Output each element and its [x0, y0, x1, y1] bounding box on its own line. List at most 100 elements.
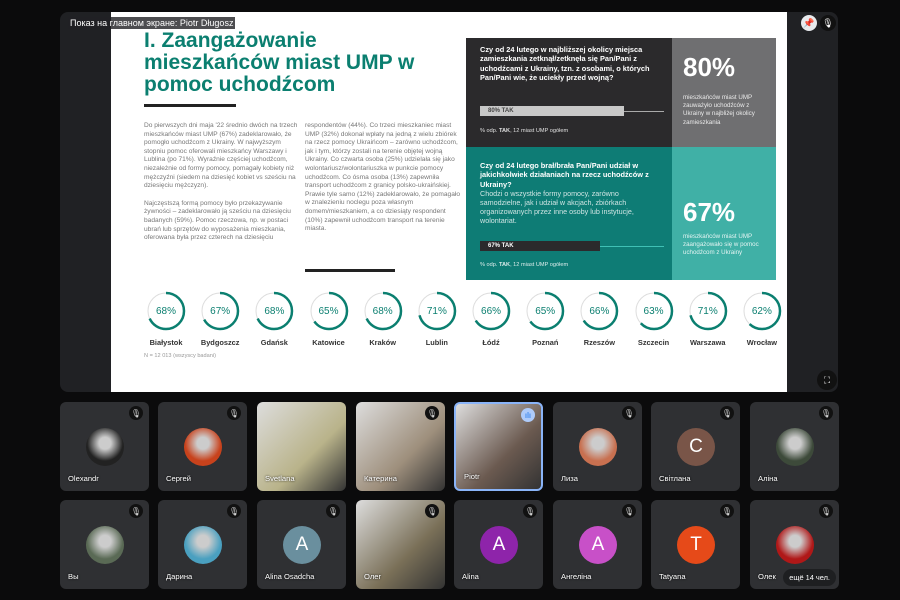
city-percent: 66% [589, 305, 610, 317]
avatar: T [677, 526, 715, 564]
progress-ring: 62% [741, 290, 783, 332]
paragraph: respondentów (44%). Co trzeci mieszkanie… [305, 122, 461, 233]
city-rings: 68% Białystok 67% Bydgoszcz 68% Gdańsk 65% Kato… [144, 290, 784, 347]
participant-name: Аліна [758, 474, 778, 483]
participant-name: Piotr [464, 472, 480, 481]
city-name: Białystok [149, 338, 183, 347]
city-percent: 66% [481, 305, 502, 317]
city-name: Bydgoszcz [200, 338, 240, 347]
mic-off-icon: 🎙 [425, 504, 439, 518]
speaking-icon: ılı [521, 408, 535, 422]
city-item: 68% Kraków [361, 290, 405, 347]
city-name: Wrocław [746, 338, 778, 347]
progress-ring: 66% [470, 290, 512, 332]
city-percent: 68% [155, 305, 176, 317]
participant-tile[interactable]: 🎙 Олег [356, 500, 445, 589]
participant-tile[interactable]: C 🎙 Світлана [651, 402, 740, 491]
progress-ring: 68% [145, 290, 187, 332]
mic-off-icon: 🎙 [227, 406, 241, 420]
participant-name: Olexandr [68, 474, 99, 483]
participant-tile[interactable]: 🎙 Olexandr [60, 402, 149, 491]
participant-tile[interactable]: 🎙 Вы [60, 500, 149, 589]
mic-off-icon: 🎙 [720, 504, 734, 518]
participant-name: Alina Osadcha [265, 572, 315, 581]
mic-off-icon: 🎙 [129, 504, 143, 518]
question-1-text: Czy od 24 lutego w najbliższej okolicy m… [480, 45, 650, 83]
question-2-result: 67% mieszkańców miast UMP zaangażowało s… [672, 147, 776, 280]
participant-tile[interactable]: 🎙 Лиза [553, 402, 642, 491]
participant-tile[interactable]: 🎙 Олек ещё 14 чел. [750, 500, 839, 589]
participant-tile[interactable]: A 🎙 Ангеліна [553, 500, 642, 589]
progress-ring: 66% [578, 290, 620, 332]
avatar: C [677, 428, 715, 466]
question-2-subtext: Chodzi o wszystkie formy pomocy, zarówno… [480, 189, 634, 226]
divider [305, 269, 395, 272]
city-item: 71% Lublin [415, 290, 459, 347]
participant-tile[interactable]: 🎙 Катерина [356, 402, 445, 491]
city-name: Gdańsk [260, 338, 288, 347]
progress-ring: 63% [633, 290, 675, 332]
bar-track [624, 111, 664, 112]
city-percent: 71% [426, 305, 447, 317]
avatar [776, 526, 814, 564]
avatar [579, 428, 617, 466]
participant-name: Дарина [166, 572, 193, 581]
question-2-panel: Czy od 24 lutego brał/brała Pan/Pani udz… [466, 147, 672, 280]
city-name: Lublin [425, 338, 448, 347]
participant-tile[interactable]: A 🎙 Alina Osadcha [257, 500, 346, 589]
progress-ring: 68% [362, 290, 404, 332]
mic-off-icon: 🎙 [819, 504, 833, 518]
ring-fill [146, 291, 186, 331]
divider [144, 104, 236, 107]
city-item: 65% Katowice [307, 290, 351, 347]
participant-name: Катерина [364, 474, 397, 483]
presentation-stage: I. Zaangażowanie mieszkańców miast UMP w… [60, 12, 838, 392]
q2-result-caption: mieszkańców miast UMP zaangażowało się w… [683, 233, 759, 257]
participant-name: Олек [758, 572, 776, 581]
avatar [86, 428, 124, 466]
pin-icon[interactable]: 📌 [801, 15, 817, 31]
participant-tile[interactable]: Svetlana [257, 402, 346, 491]
participant-tile[interactable]: T 🎙 Tatyana [651, 500, 740, 589]
participant-tile[interactable]: ılı Piotr [454, 402, 543, 491]
ring-fill [525, 291, 565, 331]
city-percent: 71% [697, 305, 718, 317]
city-percent: 68% [264, 305, 285, 317]
participant-tile[interactable]: A 🎙 Alina [454, 500, 543, 589]
slide-title: I. Zaangażowanie mieszkańców miast UMP w… [144, 29, 415, 96]
stage-title: Показ на главном экране: Piotr Długosz [68, 17, 236, 29]
more-participants-button[interactable]: ещё 14 чел. [783, 569, 836, 586]
participant-tile[interactable]: 🎙 Аліна [750, 402, 839, 491]
participant-name: Alina [462, 572, 479, 581]
avatar [86, 526, 124, 564]
mic-off-icon: 🎙 [720, 406, 734, 420]
city-item: 66% Łódź [469, 290, 513, 347]
presentation-slide: I. Zaangażowanie mieszkańców miast UMP w… [111, 12, 787, 392]
city-percent: 67% [210, 305, 231, 317]
avatar: A [283, 526, 321, 564]
progress-ring: 65% [308, 290, 350, 332]
question-1-panel: Czy od 24 lutego w najbliższej okolicy m… [466, 38, 672, 147]
question-1-result: 80% mieszkańców miast UMP zauważyło ucho… [672, 38, 776, 147]
ring-fill [363, 291, 402, 331]
city-percent: 63% [643, 305, 664, 317]
fullscreen-icon[interactable]: ⛶ [817, 370, 837, 390]
city-item: 68% Gdańsk [252, 290, 296, 347]
mic-off-icon: 🎙 [227, 504, 241, 518]
ring-fill [309, 291, 348, 331]
mic-off-icon[interactable]: 🎙 [820, 15, 836, 31]
q1-footnote: % odp. TAK, 12 miast UMP ogółem [480, 128, 569, 134]
ring-fill [200, 291, 240, 331]
ring-fill [471, 291, 511, 331]
participant-tile[interactable]: 🎙 Сергей [158, 402, 247, 491]
participant-name: Сергей [166, 474, 191, 483]
progress-ring: 71% [687, 290, 729, 332]
participant-name: Вы [68, 572, 79, 581]
ring-fill [255, 291, 294, 331]
avatar [184, 428, 222, 466]
city-item: 67% Bydgoszcz [198, 290, 242, 347]
participant-name: Лиза [561, 474, 578, 483]
participant-tile[interactable]: 🎙 Дарина [158, 500, 247, 589]
mic-off-icon: 🎙 [622, 406, 636, 420]
city-item: 63% Szczecin [632, 290, 676, 347]
